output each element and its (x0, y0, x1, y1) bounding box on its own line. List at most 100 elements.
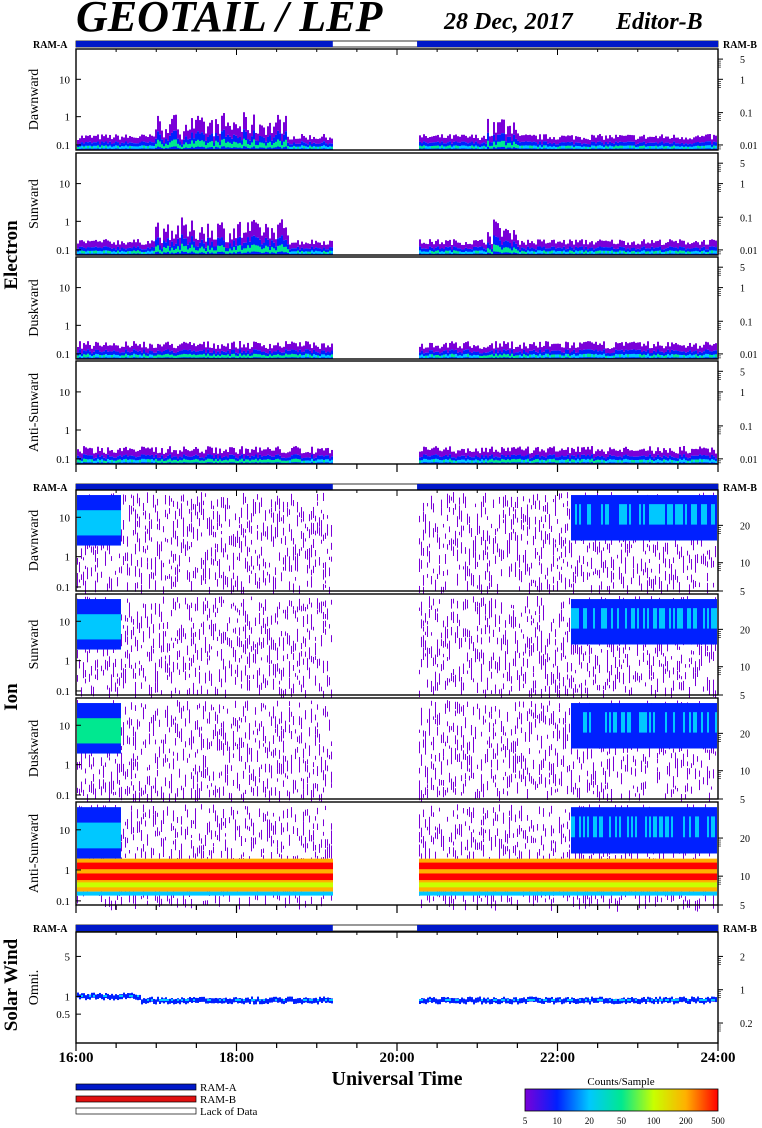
group-label: Electron (1, 220, 22, 290)
spectrogram-data (77, 804, 717, 912)
left-tick-label: 0.1 (56, 686, 70, 698)
spectrogram-data (77, 700, 717, 805)
colorbar-tick-label: 500 (711, 1116, 725, 1126)
ram-right-label: RAM-B (723, 924, 757, 935)
right-tick-label: 20 (740, 834, 750, 845)
ram-right-label: RAM-B (723, 483, 757, 494)
spectrogram-panel: Omni. 5 1 0.5 2 1 0.2 (27, 931, 753, 1044)
legend-swatch (75, 1083, 197, 1091)
right-tick-label: 1 (740, 75, 745, 86)
spectrogram-data (77, 446, 717, 464)
right-tick-label: 5 (740, 367, 745, 378)
panel-background (76, 361, 718, 464)
spectrogram-panel: Dawnward 10 1 0.1 5 1 0.1 0.01 (27, 48, 758, 152)
left-tick-label: 0.1 (56, 896, 70, 908)
panel-label: Anti-Sunward (27, 814, 42, 893)
x-axis-label: Universal Time (332, 1068, 463, 1090)
main-title: GEOTAIL / LEP (76, 0, 384, 41)
spectrogram-panel: Anti-Sunward 10 1 0.1 5 1 0.1 0.01 (27, 360, 758, 466)
left-tick-label: 10 (59, 825, 71, 837)
spectrogram-panel: Anti-Sunward 10 1 0.1 20 10 5 (27, 801, 750, 912)
panel-label: Omni. (27, 970, 42, 1005)
right-tick-label: 5 (740, 159, 745, 170)
legend-swatch (75, 1095, 197, 1103)
colorbar-tick-label: 50 (617, 1116, 627, 1126)
panel-label: Dawnward (27, 69, 42, 130)
right-tick-label: 0.1 (740, 317, 753, 328)
left-tick-label: 10 (59, 387, 71, 399)
right-tick-label: 5 (740, 263, 745, 274)
time-tick-label: 20:00 (380, 1050, 415, 1066)
legend-swatch (75, 1107, 197, 1115)
right-tick-label: 0.01 (740, 455, 758, 466)
left-tick-label: 10 (59, 179, 71, 191)
legend-item: Lack of Data (75, 1106, 258, 1118)
left-tick-label: 0.1 (56, 349, 70, 361)
left-tick-label: 0.1 (56, 140, 70, 152)
right-tick-label: 0.01 (740, 350, 758, 361)
ram-left-label: RAM-A (33, 40, 68, 51)
legend-item: RAM-A (75, 1082, 237, 1094)
panel-frame (75, 593, 719, 696)
left-tick-label: 1 (65, 552, 71, 564)
left-tick-label: 0.1 (56, 790, 70, 802)
header: GEOTAIL / LEP 28 Dec, 2017 Editor-B (76, 0, 703, 41)
right-tick-label: 10 (740, 559, 750, 570)
spectrogram-panel: Sunward 10 1 0.1 5 1 0.1 0.01 (27, 152, 758, 257)
left-tick-label: 0.1 (56, 582, 70, 594)
left-tick-label: 10 (59, 720, 71, 732)
spectrogram-data (77, 492, 717, 599)
panel-label: Anti-Sunward (27, 373, 42, 452)
editor-label: Editor-B (615, 9, 703, 35)
panel-group-0: RAM-A RAM-B Electron Dawnward 10 1 0.1 5 1 0.1 0.0… (1, 40, 758, 472)
right-tick-label: 1 (740, 388, 745, 399)
panel-frame (75, 697, 719, 800)
spectrogram-data (77, 341, 717, 359)
left-tick-label: 1 (65, 112, 71, 124)
spectrogram-data (77, 112, 717, 150)
right-tick-label: 0.01 (740, 141, 758, 152)
right-tick-label: 1 (740, 284, 745, 295)
right-tick-label: 5 (740, 691, 745, 702)
right-tick-label: 5 (740, 55, 745, 66)
panel-group-1: RAM-A RAM-B Ion Dawnward 10 1 0.1 20 10 5 Sunward 1… (1, 483, 757, 913)
right-tick-label: 5 (740, 901, 745, 912)
time-tick-label: 16:00 (59, 1050, 94, 1066)
right-tick-label: 10 (740, 767, 750, 778)
legend-label: RAM-B (200, 1094, 236, 1106)
colorbar-gradient (524, 1088, 719, 1112)
colorbar: Counts/Sample 5 10 20 50 100 200 500 (523, 1076, 726, 1126)
left-tick-label: 10 (59, 74, 71, 86)
panel-label: Duskward (27, 279, 42, 337)
panel-label: Sunward (27, 179, 42, 229)
time-tick-label: 18:00 (219, 1050, 254, 1066)
ram-bar: RAM-A RAM-B (33, 40, 757, 51)
time-tick-label: 22:00 (540, 1050, 575, 1066)
right-tick-label: 1 (740, 986, 745, 997)
right-tick-label: 5 (740, 587, 745, 598)
right-tick-label: 10 (740, 872, 750, 883)
group-label: Solar Wind (1, 938, 22, 1031)
right-tick-label: 2 (740, 952, 745, 963)
left-tick-label: 0.5 (56, 1009, 70, 1021)
ram-left-label: RAM-A (33, 483, 68, 494)
right-tick-label: 5 (740, 795, 745, 806)
colorbar-title: Counts/Sample (587, 1076, 654, 1088)
spectrogram-panels: RAM-A RAM-B Electron Dawnward 10 1 0.1 5 1 0.1 0.0… (1, 40, 758, 1051)
legend-label: RAM-A (200, 1082, 237, 1094)
right-tick-label: 0.2 (740, 1019, 753, 1030)
legend-label: Lack of Data (200, 1106, 258, 1118)
spectrogram-data (77, 596, 717, 703)
left-tick-label: 10 (59, 616, 71, 628)
panel-frame (75, 256, 719, 360)
left-tick-label: 1 (65, 320, 71, 332)
right-tick-label: 20 (740, 521, 750, 532)
right-tick-label: 0.1 (740, 213, 753, 224)
spectrogram-panel: Sunward 10 1 0.1 20 10 5 (27, 593, 750, 703)
colorbar-tick-label: 100 (647, 1116, 661, 1126)
date-label: 28 Dec, 2017 (443, 9, 574, 35)
left-tick-label: 1 (65, 865, 71, 877)
colorbar-tick-label: 10 (553, 1116, 563, 1126)
